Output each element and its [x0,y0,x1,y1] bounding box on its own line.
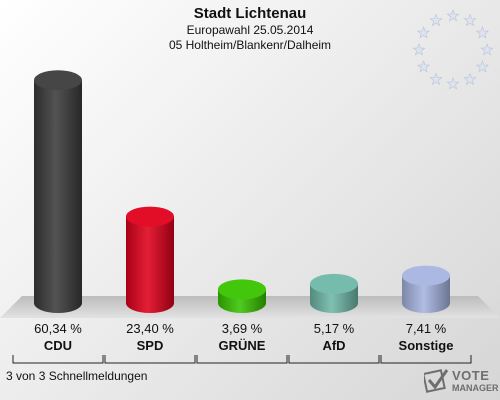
eu-star [429,13,443,27]
category-label-grüne: GRÜNE [219,338,266,353]
chart-title: Stadt Lichtenau [193,5,307,22]
value-label-spd: 23,40 % [126,321,174,336]
category-label-cdu: CDU [44,338,72,353]
bar-body [34,80,82,314]
logo-text-manager: MANAGER [452,383,499,393]
eu-star [475,60,489,73]
category-bracket [104,355,196,364]
value-label-afd: 5,17 % [314,321,355,336]
bar-grüne [218,279,266,313]
category-label-afd: AfD [322,338,345,353]
bar-sonstige [402,265,450,313]
category-bracket [380,355,472,364]
vote-manager-logo: VOTE MANAGER [424,365,499,397]
eu-star [412,43,426,56]
eu-star [480,43,494,56]
eu-star [463,72,477,85]
bar-cdu [34,70,82,314]
eu-star [475,26,489,39]
category-bracket [12,355,104,364]
district-label: 05 Holtheim/Blankenr/Dalheim [168,38,332,52]
chart-subtitle: Europawahl 25.05.2014 [186,23,314,37]
eu-star [429,72,443,85]
value-label-cdu: 60,34 % [34,321,82,336]
vote-checkmark-icon [424,369,449,393]
eu-star [417,60,431,73]
bar-top [218,279,266,300]
bar-body [126,216,174,313]
category-label-sonstige: Sonstige [399,338,454,353]
bar-top [310,273,358,294]
bar-body [402,275,450,313]
eu-star [463,13,477,27]
logo-text-vote: VOTE [452,368,490,383]
category-bracket [288,355,380,364]
eu-stars-icon [412,9,494,90]
value-label-grüne: 3,69 % [222,321,263,336]
report-status: 3 von 3 Schnellmeldungen [6,369,148,383]
eu-star [417,26,431,39]
bar-afd [310,273,358,313]
value-label-sonstige: 7,41 % [406,321,447,336]
eu-star [446,77,460,90]
category-bracket [196,355,288,364]
bar-spd [126,206,174,313]
category-label-spd: SPD [137,338,164,353]
bar-top [126,206,174,227]
bar-top [34,70,82,91]
eu-star [446,9,460,22]
bar-top [402,265,450,286]
